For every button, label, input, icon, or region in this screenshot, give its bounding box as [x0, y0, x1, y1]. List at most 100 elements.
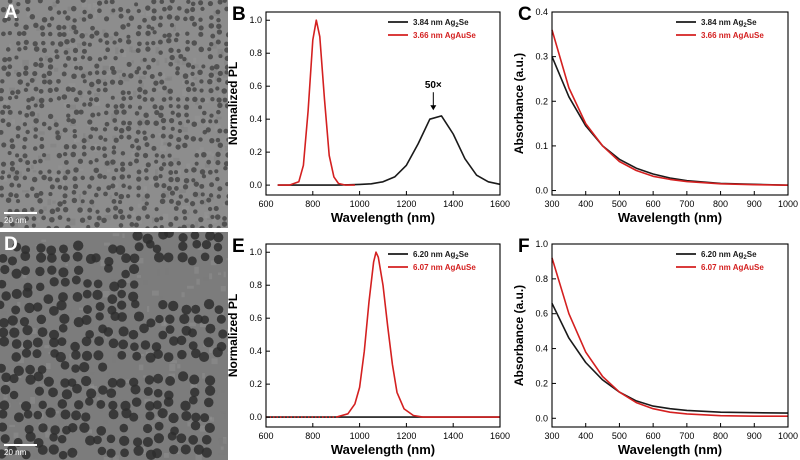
tem-image-top: A 20 nm	[0, 0, 228, 228]
legend-label: 6.20 nm Ag2Se	[413, 250, 469, 261]
scale-bar-label: 20 nm	[4, 448, 27, 457]
x-tick-label: 300	[544, 431, 559, 441]
y-tick-label: 0.6	[249, 313, 262, 323]
legend-label: 3.66 nm AgAuSe	[413, 31, 476, 40]
plot-frame	[551, 11, 789, 196]
y-tick-label: 0.0	[535, 413, 548, 423]
y-axis-label: Normalized PL	[226, 62, 240, 145]
absorbance-chart-bottom: 300 400 500 600 700 800 900 1000 0.0 0.2 0.4 0.6 0.8…	[512, 239, 798, 457]
y-tick-label: 0.6	[249, 81, 262, 91]
x-tick-label: 500	[612, 431, 627, 441]
x-tick-label: 800	[713, 431, 728, 441]
plot-frame	[265, 243, 501, 428]
y-axis-label: Absorbance (a.u.)	[512, 53, 526, 154]
x-axis-label: Wavelength (nm)	[618, 442, 722, 457]
series-line	[335, 251, 500, 418]
legend-label: 3.84 nm Ag2Se	[413, 18, 469, 29]
chart-panel-e: 600 800 1000 1200 1400 1600 0.0 0.2 0.4 0.6 0.8 1.0…	[226, 232, 514, 460]
y-tick-label: 0.8	[249, 48, 262, 58]
x-tick-label: 1600	[490, 431, 510, 441]
y-tick-label: 1.0	[535, 239, 548, 249]
y-tick-label: 0.6	[535, 309, 548, 319]
series-line	[551, 29, 789, 186]
x-tick-label: 400	[578, 431, 593, 441]
x-tick-label: 1400	[443, 199, 463, 209]
x-tick-label: 900	[747, 199, 762, 209]
x-axis-label: Wavelength (nm)	[331, 210, 435, 225]
pl-spectrum-chart-top: 600 800 1000 1200 1400 1600 0.0 0.2 0.4 0.6 0.8 1.0…	[226, 11, 510, 225]
chart-panel-f: 300 400 500 600 700 800 900 1000 0.0 0.2 0.4 0.6 0.8…	[512, 232, 800, 460]
plot-frame	[265, 11, 501, 196]
x-axis-label: Wavelength (nm)	[618, 210, 722, 225]
series-line	[551, 56, 789, 186]
y-tick-label: 0.1	[535, 141, 548, 151]
y-tick-label: 1.0	[249, 15, 262, 25]
x-tick-label: 800	[305, 199, 320, 209]
x-tick-label: 600	[646, 431, 661, 441]
legend-label: 6.20 nm Ag2Se	[701, 250, 757, 261]
x-tick-label: 1000	[350, 199, 370, 209]
x-tick-label: 500	[612, 199, 627, 209]
panel-letter-a: A	[4, 2, 18, 23]
y-tick-label: 0.0	[249, 412, 262, 422]
x-tick-label: 400	[578, 199, 593, 209]
scale-bar	[4, 444, 37, 446]
series-line	[277, 19, 355, 186]
x-tick-label: 1200	[396, 431, 416, 441]
x-tick-label: 1600	[490, 199, 510, 209]
panel-letter-b: B	[232, 4, 246, 25]
pl-spectrum-chart-bottom: 600 800 1000 1200 1400 1600 0.0 0.2 0.4 0.6 0.8 1.0…	[226, 243, 510, 457]
chart-panel-c: 300 400 500 600 700 800 900 1000 0.0 0.1 0.2 0.3 0.4…	[512, 0, 800, 228]
panel-letter-f: F	[518, 236, 530, 257]
annotation-label: 50×	[425, 80, 442, 91]
y-tick-label: 0.2	[535, 378, 548, 388]
x-tick-label: 1000	[778, 199, 798, 209]
tem-micrograph-large-particles	[0, 232, 228, 460]
y-tick-label: 0.2	[535, 96, 548, 106]
panel-letter-c: C	[518, 4, 532, 25]
y-tick-label: 0.8	[249, 280, 262, 290]
x-tick-label: 1400	[443, 431, 463, 441]
y-tick-label: 0.4	[249, 114, 262, 124]
x-tick-label: 900	[747, 431, 762, 441]
y-tick-label: 0.4	[535, 7, 548, 17]
y-tick-label: 0.3	[535, 52, 548, 62]
scale-bar-label: 20 nm	[4, 216, 27, 225]
x-tick-label: 600	[258, 431, 273, 441]
chart-panel-b: 600 800 1000 1200 1400 1600 0.0 0.2 0.4 0.6 0.8 1.0…	[226, 0, 514, 228]
x-tick-label: 1200	[396, 199, 416, 209]
series-line	[277, 115, 501, 186]
absorbance-chart-top: 300 400 500 600 700 800 900 1000 0.0 0.1 0.2 0.3 0.4…	[512, 7, 798, 225]
scale-bar	[4, 212, 37, 214]
y-tick-label: 0.0	[249, 180, 262, 190]
y-tick-label: 0.2	[249, 147, 262, 157]
y-axis-label: Normalized PL	[226, 294, 240, 377]
legend-label: 6.07 nm AgAuSe	[701, 263, 764, 272]
legend-label: 3.66 nm AgAuSe	[701, 31, 764, 40]
y-tick-label: 0.2	[249, 379, 262, 389]
y-tick-label: 0.8	[535, 274, 548, 284]
panel-letter-d: D	[4, 234, 18, 255]
tem-image-bottom: D 20 nm	[0, 232, 228, 460]
x-tick-label: 600	[646, 199, 661, 209]
annotation-arrowhead	[430, 105, 437, 111]
x-tick-label: 1000	[350, 431, 370, 441]
y-tick-label: 1.0	[249, 247, 262, 257]
x-tick-label: 800	[305, 431, 320, 441]
x-tick-label: 800	[713, 199, 728, 209]
x-axis-label: Wavelength (nm)	[331, 442, 435, 457]
series-line	[551, 302, 789, 414]
x-tick-label: 700	[679, 199, 694, 209]
x-tick-label: 1000	[778, 431, 798, 441]
y-axis-label: Absorbance (a.u.)	[512, 285, 526, 386]
legend-label: 6.07 nm AgAuSe	[413, 263, 476, 272]
panel-letter-e: E	[232, 236, 245, 257]
x-tick-label: 700	[679, 431, 694, 441]
y-tick-label: 0.0	[535, 186, 548, 196]
legend-label: 3.84 nm Ag2Se	[701, 18, 757, 29]
series-line	[551, 257, 788, 417]
y-tick-label: 0.4	[249, 346, 262, 356]
plot-frame	[551, 243, 789, 428]
tem-micrograph-small-particles	[0, 0, 228, 228]
